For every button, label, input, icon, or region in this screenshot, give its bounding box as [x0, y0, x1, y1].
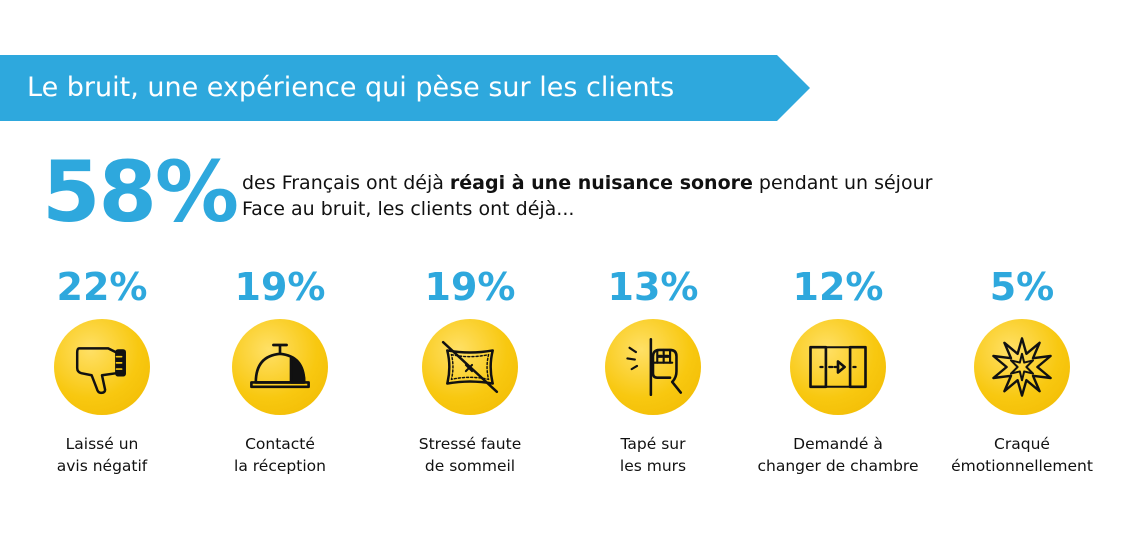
stat-label: Laissé un avis négatif — [57, 433, 148, 477]
icon-circle — [790, 319, 886, 415]
stat-label-line-2: changer de chambre — [757, 457, 919, 475]
stat-negative-review: 22% Laissé un avis négatif — [2, 265, 202, 477]
headline-text: des Français ont déjà réagi à une nuisan… — [242, 170, 932, 222]
icon-circle — [974, 319, 1070, 415]
icon-circle — [422, 319, 518, 415]
stat-percent: 5% — [989, 265, 1055, 309]
stat-label: Demandé à changer de chambre — [758, 433, 919, 477]
stat-knocked-walls: 13% Tapé sur les murs — [553, 265, 753, 477]
stat-percent: 19% — [424, 265, 516, 309]
stat-percent: 19% — [234, 265, 326, 309]
stat-label-line-2: avis négatif — [56, 457, 148, 475]
change-room-doors-icon — [809, 345, 867, 389]
headline-line-1-start: des Français ont déjà — [242, 172, 450, 194]
stat-label-line-1: Tapé sur — [620, 435, 686, 453]
stat-percent: 22% — [56, 265, 148, 309]
stat-label: Craqué émotionnellement — [951, 433, 1093, 477]
thumbs-down-icon — [75, 347, 126, 395]
stat-label-line-2: les murs — [619, 457, 687, 475]
stat-label-line-1: Contacté — [245, 435, 315, 453]
stat-label: Tapé sur les murs — [620, 433, 686, 477]
headline-percent: 58% — [42, 143, 239, 241]
stat-label-line-1: Laissé un — [65, 435, 139, 453]
stats-row: 22% Laissé un avis négatif 19% Contacté — [0, 265, 1140, 485]
burst-icon — [992, 337, 1052, 397]
reception-bell-icon — [250, 343, 310, 389]
headline-line-1: des Français ont déjà réagi à une nuisan… — [242, 170, 932, 196]
stat-label: Contacté la réception — [234, 433, 326, 477]
icon-circle — [232, 319, 328, 415]
headline-line-2: Face au bruit, les clients ont déjà... — [242, 198, 575, 220]
stat-percent: 12% — [792, 265, 884, 309]
stat-label-line-2: de sommeil — [424, 457, 516, 475]
headline-line-1-end: pendant un séjour — [752, 172, 933, 194]
stat-label-line-1: Demandé à — [793, 435, 883, 453]
stat-label-line-1: Stressé faute — [418, 435, 522, 453]
stat-percent: 13% — [607, 265, 699, 309]
title-banner: Le bruit, une expérience qui pèse sur le… — [0, 55, 810, 121]
fist-knocking-wall-icon — [626, 337, 683, 397]
stat-stressed-sleep: 19% Stressé faute de sommeil — [370, 265, 570, 477]
stat-contacted-reception: 19% Contacté la réception — [180, 265, 380, 477]
stat-label-line-1: Craqué — [994, 435, 1050, 453]
stat-changed-room: 12% Demandé à changer de chambre — [738, 265, 938, 477]
headline-line-1-bold: réagi à une nuisance sonore — [449, 172, 753, 194]
stat-label-line-2: la réception — [234, 457, 326, 475]
stat-emotional-breakdown: 5% Craqué émotionnellement — [922, 265, 1122, 477]
stat-label: Stressé faute de sommeil — [419, 433, 522, 477]
banner-title: Le bruit, une expérience qui pèse sur le… — [27, 72, 675, 103]
icon-circle — [54, 319, 150, 415]
icon-circle — [605, 319, 701, 415]
crossed-pillow-icon — [441, 340, 499, 394]
stat-label-line-2: émotionnellement — [951, 457, 1093, 475]
